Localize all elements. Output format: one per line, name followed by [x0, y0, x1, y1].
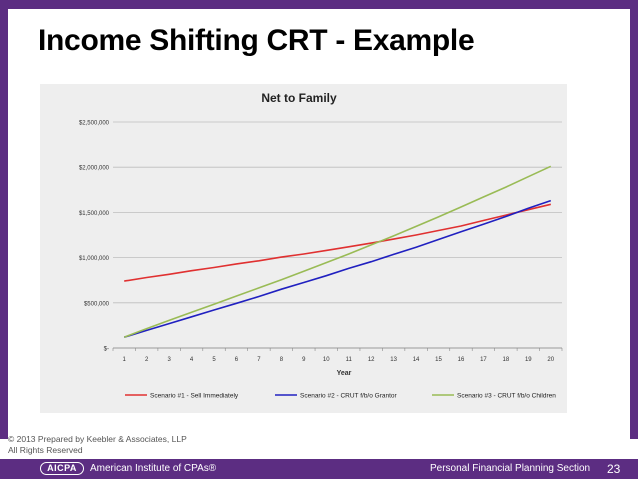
y-tick-label: $1,500,000 [79, 211, 110, 217]
x-tick-label: 10 [323, 357, 330, 363]
x-tick-label: 4 [190, 357, 194, 363]
x-tick-label: 19 [525, 357, 532, 363]
aicpa-logo: AICPA [40, 462, 84, 475]
x-tick-label: 9 [302, 357, 306, 363]
footer-bar: AICPA American Institute of CPAs® Person… [0, 459, 638, 479]
x-tick-label: 6 [235, 357, 239, 363]
x-tick-label: 20 [547, 357, 554, 363]
top-accent-bar [0, 0, 638, 9]
y-tick-label: $- [104, 347, 109, 353]
x-tick-label: 11 [346, 357, 353, 363]
x-tick-label: 5 [212, 357, 216, 363]
x-tick-label: 16 [458, 357, 465, 363]
footer-organization: American Institute of CPAs® [90, 463, 217, 474]
line-chart: Net to Family $- $500,000 $1,000,000 $1,500,… [79, 91, 563, 400]
x-tick-label: 13 [390, 357, 397, 363]
x-tick-label: 18 [503, 357, 510, 363]
x-tick-label: 14 [413, 357, 420, 363]
footer-section-name: Personal Financial Planning Section [430, 463, 591, 474]
y-tick-label: $2,000,000 [79, 166, 110, 172]
slide-title: Income Shifting CRT - Example [38, 24, 475, 57]
x-axis-label: Year [337, 370, 352, 377]
x-tick-label: 8 [280, 357, 284, 363]
rights-line: All Rights Reserved [8, 445, 83, 455]
y-tick-label: $1,000,000 [79, 256, 110, 262]
legend-label: Scenario #2 - CRUT f/b/o Grantor [300, 393, 398, 400]
series-line-2 [123, 199, 552, 338]
chart-panel: Net to Family $- $500,000 $1,000,000 $1,500,… [40, 84, 567, 413]
y-tick-label: $500,000 [84, 301, 110, 307]
right-accent-bar [630, 9, 638, 439]
chart-title: Net to Family [261, 91, 337, 105]
copyright-notice: © 2013 Prepared by Keebler & Associates,… [8, 434, 187, 456]
x-tick-label: 12 [368, 357, 375, 363]
x-tick-label: 7 [257, 357, 261, 363]
series-line-3 [123, 165, 552, 338]
x-tick-label: 15 [435, 357, 442, 363]
copyright-line: © 2013 Prepared by Keebler & Associates,… [8, 434, 187, 444]
y-tick-label: $2,500,000 [79, 121, 110, 127]
legend-label: Scenario #1 - Sell Immediately [150, 393, 239, 400]
x-tick-label: 2 [145, 357, 149, 363]
x-tick-label: 17 [480, 357, 487, 363]
x-tick-label: 1 [123, 357, 127, 363]
x-tick-label: 3 [167, 357, 171, 363]
series-line-1 [124, 203, 551, 282]
page-number: 23 [607, 462, 621, 476]
legend-label: Scenario #3 - CRUT f/b/o Children [457, 393, 556, 400]
left-accent-bar [0, 9, 8, 439]
